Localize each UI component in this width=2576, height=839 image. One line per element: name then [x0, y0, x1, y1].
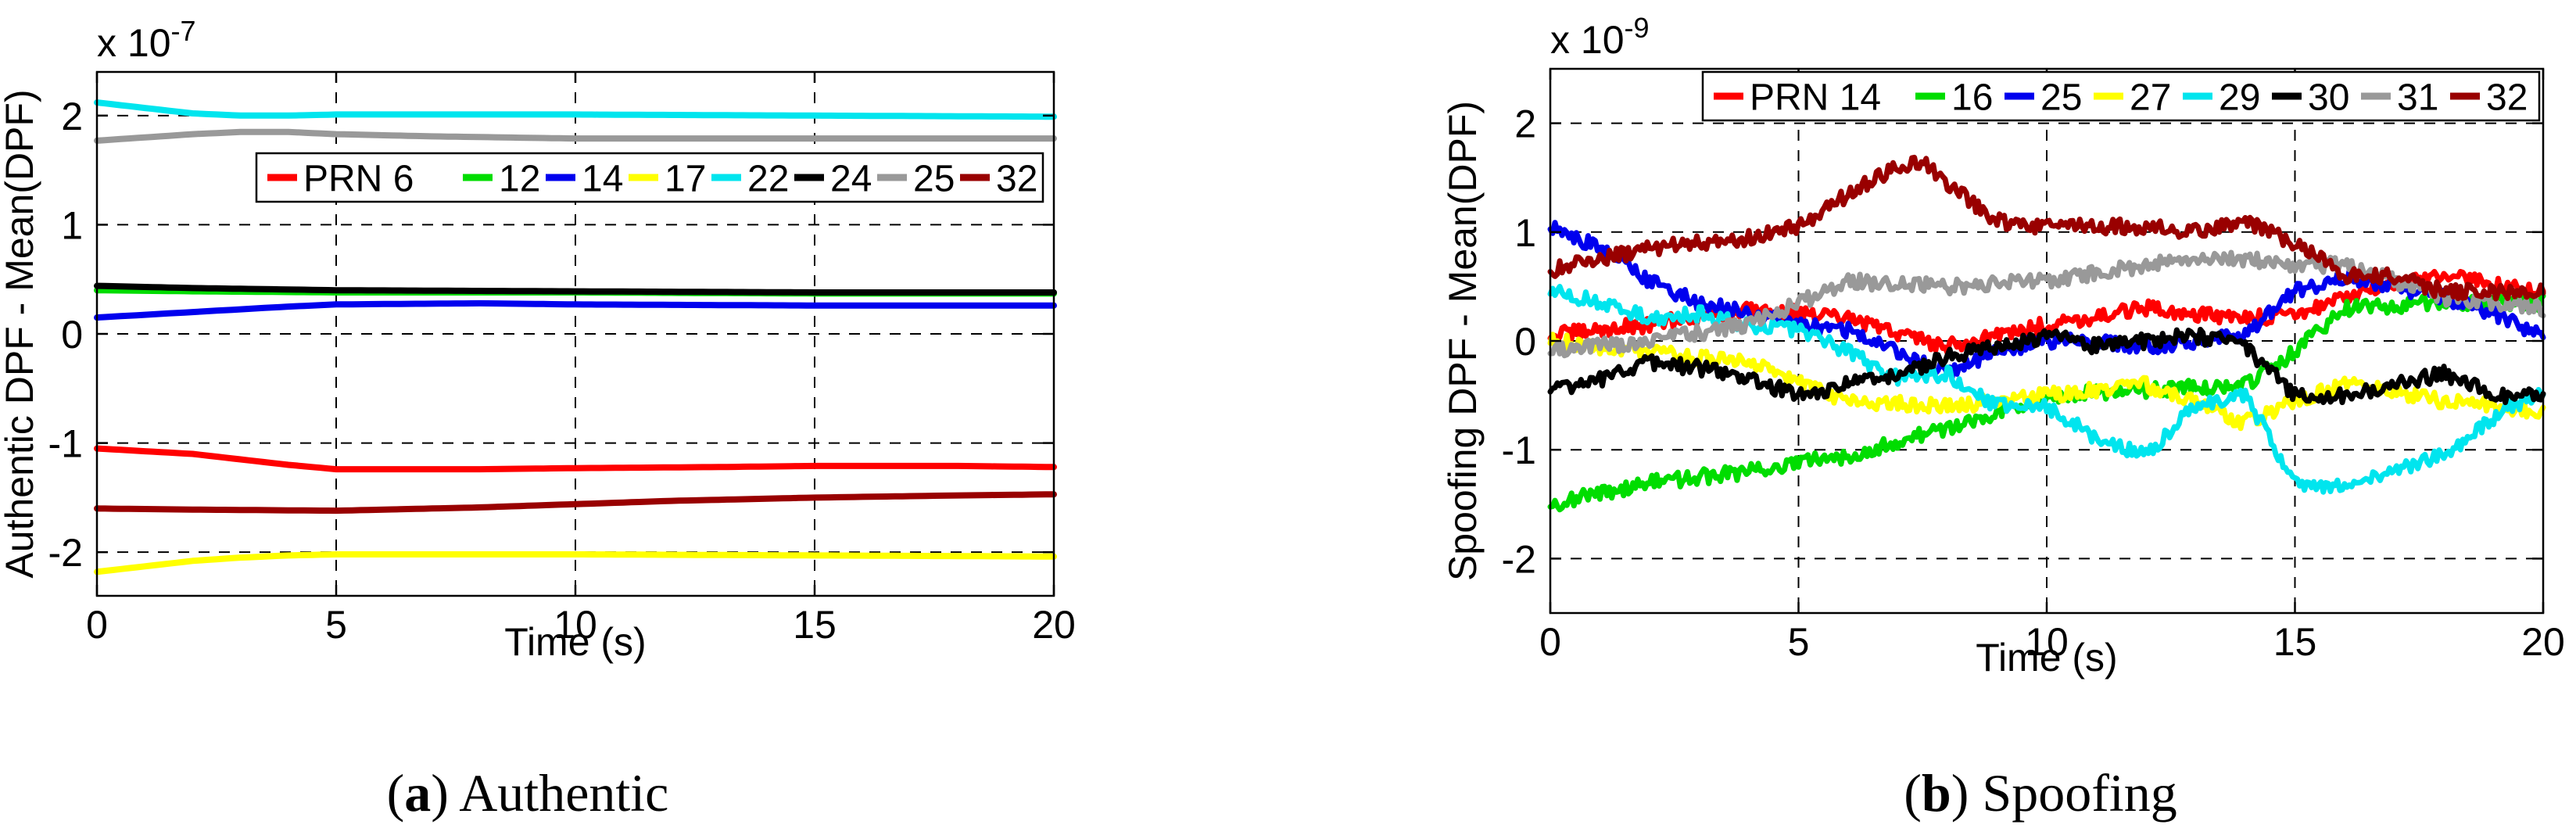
- legend-value: 14: [1840, 77, 1881, 118]
- caption-spoofing: (b) Spoofing: [1904, 763, 2177, 823]
- legend-label-prn-12: 12: [499, 158, 540, 199]
- legend-value: 29: [2219, 77, 2260, 118]
- legend-value: 32: [2486, 77, 2528, 118]
- caption-spoofing-open: (: [1904, 763, 1922, 823]
- legend-label-prn-29: 29: [2219, 77, 2260, 118]
- legend-label-prn-25: 25: [2040, 77, 2082, 118]
- legend-label-prn-31: 31: [2397, 77, 2438, 118]
- series-line-prn-22: [94, 99, 1057, 120]
- legend: PRN 14 16 25 27 29 30 31 32: [1701, 70, 2541, 122]
- legend-value: 30: [2308, 77, 2349, 118]
- series-line-prn-32: [1547, 154, 2546, 302]
- exponent-power: -9: [1625, 12, 1650, 44]
- x-tick-label: 10: [554, 603, 597, 647]
- caption-spoofing-close: ): [1951, 763, 1983, 823]
- legend-value: 22: [747, 158, 789, 199]
- series-line-prn-14: [94, 299, 1057, 321]
- series-line-prn-24: [94, 282, 1057, 296]
- caption-authentic-text: Authentic: [459, 763, 668, 823]
- x-tick-label: 20: [2521, 620, 2565, 664]
- y-axis-label: Spoofing DPF - Mean(DPF): [1441, 101, 1485, 581]
- legend-label-prn-14: PRN 14: [1750, 77, 1881, 118]
- legend-value: 16: [1951, 77, 1993, 118]
- legend-value: 27: [2130, 77, 2171, 118]
- legend-value: 32: [996, 158, 1037, 199]
- y-axis-label: Authentic DPF - Mean(DPF): [0, 89, 41, 578]
- y-tick-label: 2: [61, 95, 83, 138]
- x-tick-label: 10: [2025, 620, 2069, 664]
- legend-label-prn-14: 14: [582, 158, 623, 199]
- ticks: 0 5 10 15 20 -2 -1 0 1 2: [1502, 69, 2565, 664]
- legend-label-prn-25: 25: [913, 158, 955, 199]
- series-line-prn-32: [94, 491, 1057, 515]
- legend-value: 31: [2397, 77, 2438, 118]
- legend-value: 17: [665, 158, 706, 199]
- x-tick-label: 5: [325, 603, 347, 647]
- y-tick-label: -1: [48, 422, 83, 466]
- legend-label-prn-17: 17: [665, 158, 706, 199]
- x-tick-label: 5: [1788, 620, 1810, 664]
- legend-label-prn-24: 24: [830, 158, 872, 199]
- series-lines: [94, 99, 1057, 575]
- y-tick-label: 1: [1514, 211, 1536, 255]
- legend-label-prn-32: 32: [2486, 77, 2528, 118]
- legend-label-prn-27: 27: [2130, 77, 2171, 118]
- caption-spoofing-letter: b: [1922, 763, 1951, 823]
- legend-value: 25: [2040, 77, 2082, 118]
- x-tick-label: 0: [1539, 620, 1561, 664]
- series-line-prn-17: [94, 551, 1057, 575]
- legend-label-prn-30: 30: [2308, 77, 2349, 118]
- x-tick-label: 20: [1032, 603, 1076, 647]
- legend-label-prn-32: 32: [996, 158, 1037, 199]
- series-line-prn-6: [94, 445, 1057, 473]
- y-tick-label: 1: [61, 203, 83, 247]
- legend-value: 6: [393, 158, 414, 199]
- legend-value: 24: [830, 158, 872, 199]
- y-tick-label: -2: [1502, 537, 1536, 581]
- caption-authentic: (a) Authentic: [387, 763, 669, 823]
- caption-spoofing-text: Spoofing: [1982, 763, 2177, 823]
- grid: [97, 72, 1054, 596]
- caption-authentic-open: (: [387, 763, 405, 823]
- y-tick-label: -1: [1502, 428, 1536, 472]
- legend-label-prn-16: 16: [1951, 77, 1993, 118]
- legend-prefix: PRN: [1750, 77, 1840, 118]
- y-tick-label: 0: [1514, 320, 1536, 364]
- series-line-prn-25: [94, 128, 1057, 144]
- axis-exponent-label: x 10-7: [97, 15, 196, 65]
- legend-label-prn-22: 22: [747, 158, 789, 199]
- x-axis-label: Time (s): [504, 620, 646, 664]
- exponent-base: x 10: [97, 21, 171, 65]
- legend: PRN 6 12 14 17 22 24 25 32: [255, 152, 1044, 203]
- legend-value: 14: [582, 158, 623, 199]
- y-tick-label: -2: [48, 531, 83, 575]
- exponent-power: -7: [171, 15, 196, 47]
- x-tick-label: 15: [2273, 620, 2317, 664]
- series-line-prn-14: [1547, 268, 2546, 357]
- exponent-base: x 10: [1550, 18, 1625, 62]
- series-line-prn-30: [1547, 327, 2546, 406]
- x-axis-label: Time (s): [1976, 636, 2117, 679]
- x-tick-label: 0: [86, 603, 108, 647]
- legend-prefix: PRN: [303, 158, 393, 199]
- caption-authentic-close: ): [431, 763, 459, 823]
- legend-label-prn-6: PRN 6: [303, 158, 414, 199]
- caption-authentic-letter: a: [404, 763, 431, 823]
- spoofing-chart: 0 5 10 15 20 -2 -1 0 1 2 x 10-9 Time (s) Spoofing DP…: [1441, 12, 2565, 679]
- legend-value: 25: [913, 158, 955, 199]
- y-tick-label: 0: [61, 313, 83, 357]
- axis-exponent-label: x 10-9: [1550, 12, 1650, 62]
- legend-value: 12: [499, 158, 540, 199]
- series-lines: [1547, 154, 2546, 513]
- y-tick-label: 2: [1514, 102, 1536, 146]
- x-tick-label: 15: [793, 603, 837, 647]
- series-line-prn-16: [1547, 292, 2546, 513]
